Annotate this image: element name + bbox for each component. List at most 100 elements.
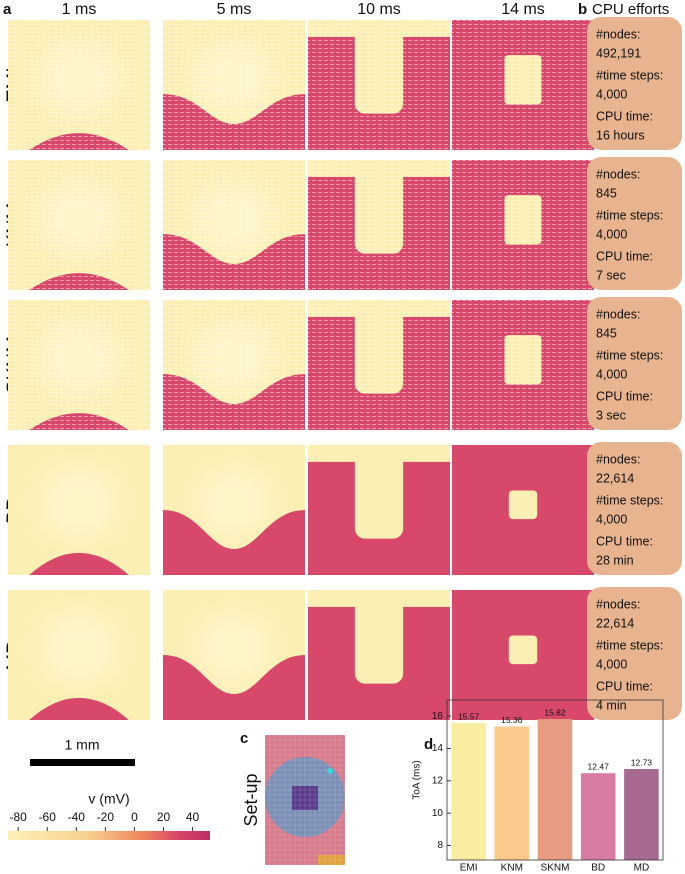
mesh-texture — [8, 20, 150, 150]
mesh-texture — [163, 300, 305, 430]
info-text: 4,000 — [596, 512, 627, 526]
simulation-image — [8, 20, 150, 150]
info-text: #time steps: — [596, 68, 663, 82]
colorbar-tick-label: 0 — [131, 810, 138, 824]
panel-title: CPU efforts — [592, 1, 669, 18]
simulation-image — [308, 20, 450, 150]
mesh-texture — [452, 160, 594, 290]
mesh-texture — [8, 160, 150, 290]
colorbar-tick-label: 20 — [157, 810, 171, 824]
y-tick-label: 8 — [437, 840, 443, 851]
mesh-texture — [8, 300, 150, 430]
info-text: #nodes: — [596, 597, 640, 611]
info-text: 4,000 — [596, 227, 627, 241]
colorbar-tick-label: -40 — [68, 810, 86, 824]
info-text: #time steps: — [596, 493, 663, 507]
simulation-image — [452, 445, 594, 575]
depolarized-region — [163, 510, 305, 575]
setup-cell — [292, 786, 318, 810]
bar — [624, 769, 659, 860]
x-tick-label: EMI — [460, 863, 478, 874]
simulation-image — [308, 445, 450, 575]
column-header: 1 ms — [62, 1, 97, 18]
bar — [580, 773, 616, 860]
info-text: CPU time: — [596, 679, 653, 693]
mesh-texture — [308, 300, 450, 430]
colorbar-label: v (mV) — [88, 791, 129, 807]
resting-region — [354, 590, 404, 684]
info-box — [587, 442, 682, 575]
info-text: #time steps: — [596, 348, 663, 362]
resting-region — [508, 490, 538, 520]
info-text: 28 min — [596, 553, 634, 567]
x-tick-label: KNM — [501, 863, 523, 874]
depolarized-region — [29, 697, 129, 720]
info-box — [587, 157, 682, 290]
mesh-texture — [163, 160, 305, 290]
mesh-texture — [308, 20, 450, 150]
simulation-image — [452, 20, 594, 150]
info-text: CPU time: — [596, 389, 653, 403]
simulation-image — [163, 300, 305, 430]
column-header: 10 ms — [357, 1, 401, 18]
mesh-texture — [163, 20, 305, 150]
mesh-texture — [452, 300, 594, 430]
info-text: #nodes: — [596, 27, 640, 41]
column-header: 5 ms — [217, 1, 252, 18]
plot-frame — [446, 699, 664, 861]
resting-region — [508, 635, 538, 665]
info-text: #nodes: — [596, 307, 640, 321]
info-text: 22,614 — [596, 471, 634, 485]
simulation-image — [308, 300, 450, 430]
info-text: 4,000 — [596, 367, 627, 381]
panel-title: Set-up — [241, 773, 261, 826]
y-tick-label: 14 — [432, 743, 444, 754]
column-header: 14 ms — [501, 1, 545, 18]
info-text: #time steps: — [596, 208, 663, 222]
info-text: #time steps: — [596, 638, 663, 652]
panel-label: d — [424, 736, 433, 753]
simulation-image — [8, 445, 150, 575]
info-text: CPU time: — [596, 534, 653, 548]
mesh-texture — [308, 160, 450, 290]
value-label: 12.73 — [631, 757, 653, 767]
value-label: 12.47 — [588, 761, 610, 771]
value-label: 15.57 — [458, 711, 480, 721]
value-label: 15.82 — [544, 707, 566, 717]
x-tick-label: BD — [591, 863, 605, 874]
simulation-image — [452, 160, 594, 290]
bar — [494, 726, 530, 860]
info-text: 845 — [596, 186, 617, 200]
value-label: 15.36 — [501, 715, 523, 725]
info-text: 4 min — [596, 698, 627, 712]
resting-region — [354, 445, 404, 539]
simulation-image — [308, 160, 450, 290]
colorbar — [8, 831, 210, 840]
colorbar-tick-label: -20 — [97, 810, 115, 824]
scale-bar — [30, 759, 135, 766]
info-text: CPU time: — [596, 249, 653, 263]
scale-label: 1 mm — [65, 737, 100, 753]
colorbar-tick-label: -80 — [10, 810, 28, 824]
info-text: CPU time: — [596, 109, 653, 123]
colorbar-tick-label: -60 — [39, 810, 57, 824]
simulation-image — [163, 445, 305, 575]
cell-core — [70, 632, 88, 667]
simulation-image — [8, 300, 150, 430]
info-text: #nodes: — [596, 452, 640, 466]
bar — [537, 719, 573, 860]
info-text: 4,000 — [596, 87, 627, 101]
depolarized-region — [163, 655, 305, 720]
info-text: 16 hours — [596, 128, 645, 142]
simulation-image — [163, 590, 305, 720]
cell-core — [225, 632, 243, 667]
simulation-image — [452, 300, 594, 430]
simulation-image — [308, 590, 450, 720]
simulation-image — [163, 20, 305, 150]
y-tick-label: 10 — [432, 808, 444, 819]
depolarized-region — [29, 552, 129, 575]
y-axis-label: ToA (ms) — [412, 760, 423, 799]
info-text: 22,614 — [596, 616, 634, 630]
cell-core — [70, 487, 88, 522]
